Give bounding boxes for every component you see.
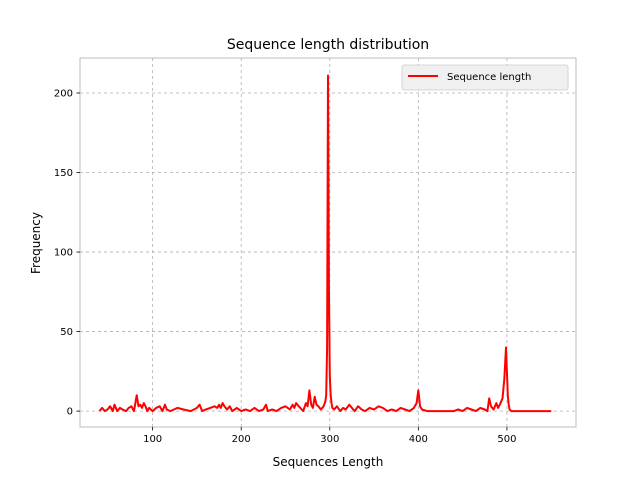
y-axis-ticks: 0 50 100 150 200 (54, 88, 80, 418)
x-axis-ticks: 100 200 300 400 500 (143, 427, 516, 445)
y-tick-label: 200 (54, 88, 73, 99)
x-tick-label: 500 (497, 434, 516, 445)
y-tick-label: 0 (67, 407, 73, 418)
y-axis-title: Frequency (29, 212, 43, 274)
x-tick-label: 400 (409, 434, 428, 445)
y-tick-label: 50 (60, 327, 73, 338)
series-layer (98, 74, 552, 413)
legend: Sequence length (401, 64, 569, 91)
y-tick-label: 100 (54, 248, 73, 259)
series-line (98, 74, 552, 413)
x-tick-label: 300 (320, 434, 339, 445)
chart-title: Sequence length distribution (227, 37, 429, 53)
legend-label: Sequence length (447, 72, 531, 83)
plot-frame (79, 57, 577, 428)
y-tick-label: 150 (54, 168, 73, 179)
x-axis-title: Sequences Length (273, 455, 384, 469)
x-tick-label: 200 (232, 434, 251, 445)
x-tick-label: 100 (143, 434, 162, 445)
legend-box (401, 64, 569, 91)
